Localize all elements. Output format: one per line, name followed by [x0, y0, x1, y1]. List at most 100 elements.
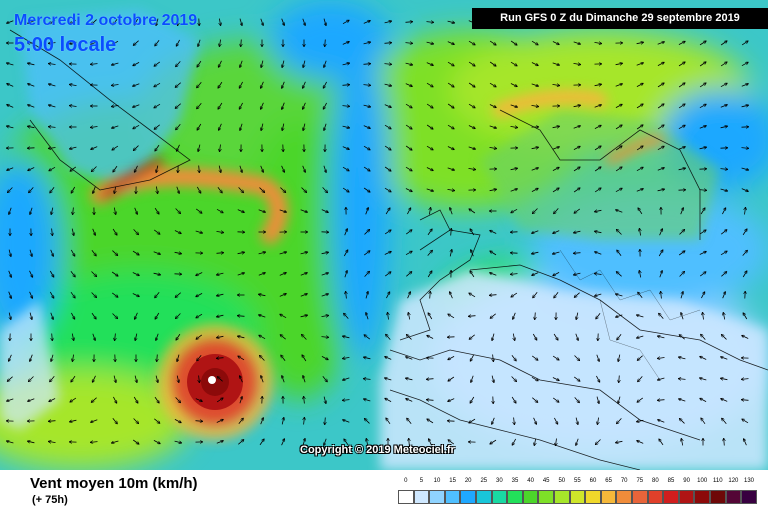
- wind-arrow: [489, 61, 496, 66]
- wind-arrow: [324, 123, 327, 131]
- wind-arrow: [303, 81, 306, 88]
- wind-arrow: [531, 83, 539, 86]
- legend-color-box: [398, 490, 414, 504]
- wind-arrow: [261, 81, 264, 88]
- wind-arrow: [153, 273, 161, 275]
- wind-arrow: [300, 252, 308, 254]
- wind-arrow: [573, 63, 581, 64]
- wind-arrow: [49, 64, 56, 65]
- wind-arrow: [492, 375, 494, 383]
- wind-arrow: [699, 230, 706, 235]
- legend-tick-label: 90: [683, 478, 690, 484]
- wind-arrow: [70, 397, 77, 402]
- wind-arrow: [178, 18, 179, 26]
- wind-arrow: [679, 379, 686, 380]
- wind-arrow: [657, 104, 664, 109]
- wind-arrow: [388, 313, 389, 320]
- legend-tick-label: 55: [574, 478, 581, 484]
- wind-arrow: [176, 39, 180, 46]
- wind-arrow: [594, 42, 602, 43]
- wind-arrow: [511, 274, 518, 275]
- wind-arrow: [364, 357, 371, 359]
- wind-arrow: [70, 166, 77, 171]
- wind-arrow: [386, 334, 391, 340]
- wind-arrow: [304, 397, 305, 404]
- wind-arrow: [657, 189, 665, 191]
- wind-arrow: [70, 291, 75, 298]
- wind-arrow: [742, 400, 749, 401]
- wind-arrow: [574, 397, 580, 402]
- wind-arrow: [636, 42, 644, 43]
- wind-arrow: [489, 82, 496, 87]
- wind-arrow: [176, 186, 179, 194]
- wind-arrow: [7, 105, 14, 108]
- wind-arrow: [447, 21, 455, 23]
- wind-arrow: [52, 333, 53, 341]
- wind-arrow: [720, 41, 727, 46]
- wind-arrow: [73, 207, 74, 215]
- wind-arrow: [365, 419, 370, 424]
- wind-arrow: [344, 271, 347, 278]
- wind-arrow: [217, 336, 224, 337]
- wind-arrow: [594, 146, 601, 151]
- wind-arrow: [132, 439, 139, 444]
- wind-arrow: [701, 418, 706, 425]
- wind-arrow: [699, 272, 706, 277]
- legend-tick-label: 85: [667, 478, 675, 484]
- wind-arrow: [405, 103, 412, 108]
- wind-arrow: [176, 333, 181, 340]
- wind-arrow: [260, 165, 264, 172]
- wind-arrow: [511, 396, 516, 403]
- wind-arrow: [343, 400, 350, 401]
- legend-tick-label: 20: [464, 478, 472, 484]
- wind-arrow: [238, 336, 245, 338]
- valid-time-label: 5:00 locale: [14, 34, 117, 56]
- wind-arrow: [699, 147, 707, 149]
- wind-arrow: [533, 417, 537, 424]
- wind-arrow: [196, 334, 203, 339]
- wind-arrow: [468, 61, 475, 66]
- wind-arrow: [720, 105, 727, 108]
- wind-arrow: [743, 313, 748, 320]
- wind-arrow: [429, 208, 430, 215]
- wind-arrow: [681, 439, 682, 446]
- wind-arrow: [637, 355, 643, 361]
- wind-arrow: [721, 399, 728, 402]
- wind-arrow: [742, 419, 749, 424]
- wind-arrow: [384, 64, 392, 65]
- wind-arrow: [154, 418, 159, 423]
- legend-color-box: [554, 490, 570, 504]
- wind-arrow: [679, 230, 685, 235]
- wind-arrow: [93, 375, 96, 382]
- wind-arrow: [7, 126, 14, 128]
- wind-arrow: [7, 167, 14, 171]
- wind-arrow: [156, 165, 158, 173]
- wind-arrow: [470, 396, 475, 403]
- wind-arrow: [532, 230, 539, 234]
- wind-arrow: [28, 63, 35, 65]
- wind-arrow: [427, 229, 432, 236]
- wind-arrow: [573, 188, 580, 193]
- wind-arrow: [70, 420, 77, 422]
- wind-arrow: [678, 251, 685, 256]
- wind-arrow: [324, 396, 326, 404]
- wind-arrow: [155, 39, 160, 46]
- wind-arrow: [363, 85, 371, 86]
- wind-arrow: [657, 125, 664, 130]
- wind-arrow: [176, 61, 181, 66]
- wind-arrow: [363, 105, 371, 107]
- wind-arrow: [49, 441, 56, 442]
- wind-arrow: [343, 336, 350, 338]
- wind-arrow: [552, 188, 559, 193]
- wind-arrow: [29, 187, 34, 192]
- wind-arrow: [721, 272, 726, 277]
- wind-arrow: [386, 418, 391, 425]
- wind-arrow: [300, 315, 308, 317]
- wind-arrow: [282, 60, 284, 68]
- wind-arrow: [30, 312, 32, 320]
- wind-arrow: [323, 18, 326, 26]
- wind-arrow: [597, 417, 598, 425]
- wind-arrow: [721, 357, 728, 360]
- wind-arrow: [510, 189, 518, 192]
- wind-arrow: [427, 400, 434, 401]
